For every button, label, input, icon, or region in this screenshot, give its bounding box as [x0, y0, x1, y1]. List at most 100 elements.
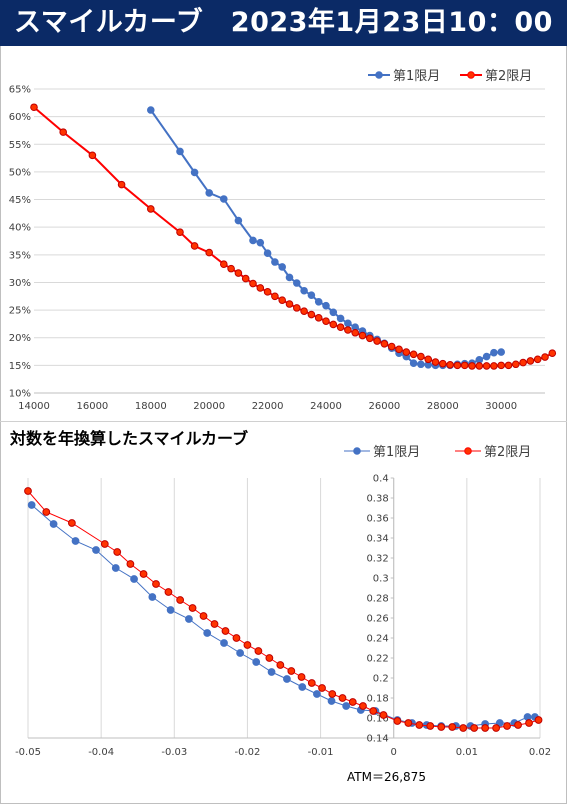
data-point [241, 274, 250, 283]
data-point [490, 362, 498, 370]
data-point [252, 658, 261, 666]
data-point [256, 238, 265, 247]
data-point [344, 326, 352, 334]
data-point [351, 328, 360, 337]
data-point [497, 361, 506, 370]
data-point [379, 711, 388, 719]
data-point [497, 348, 506, 356]
data-point [276, 661, 285, 669]
y-tick-label: 20% [9, 333, 31, 344]
data-point [263, 249, 272, 257]
data-point [519, 358, 527, 367]
data-point [424, 355, 433, 364]
data-point [336, 314, 345, 323]
data-point [482, 362, 491, 370]
data-point [492, 724, 501, 732]
data-point [30, 103, 38, 112]
x-tick-label: 0.02 [529, 747, 551, 758]
x-tick-label: 28000 [427, 401, 459, 412]
data-point [404, 719, 413, 727]
data-point [220, 195, 228, 203]
data-point [130, 575, 138, 583]
series-line [149, 109, 502, 367]
data-point [278, 296, 287, 304]
data-point [439, 359, 447, 368]
data-point [113, 548, 122, 556]
data-point [358, 331, 367, 340]
data-point [446, 361, 454, 369]
series-line [31, 504, 535, 727]
data-point [147, 205, 155, 213]
x-tick-label: 20000 [193, 401, 225, 412]
data-point [525, 719, 533, 727]
data-point [307, 679, 316, 687]
data-point [236, 649, 245, 657]
y-tick-label: 0.34 [366, 534, 388, 545]
data-point [27, 501, 36, 509]
data-point [232, 634, 241, 642]
y-tick-label: 45% [9, 195, 31, 206]
chart-title: 対数を年換算したスマイルカーブ [9, 429, 248, 448]
legend-label: 第1限月 [373, 445, 420, 460]
x-tick-label: 0.01 [456, 747, 478, 758]
data-point [185, 615, 193, 623]
y-tick-label: 0.18 [366, 694, 388, 705]
data-point [307, 310, 316, 319]
x-tick-label: -0.05 [15, 747, 41, 758]
data-point [329, 308, 338, 317]
y-tick-label: 0.2 [373, 674, 389, 685]
y-tick-label: 0.4 [373, 474, 389, 485]
x-tick-label: -0.04 [88, 747, 114, 758]
data-point [313, 690, 321, 698]
data-point [314, 314, 323, 322]
legend-marker [353, 447, 361, 455]
data-point [164, 588, 173, 596]
data-point [417, 352, 425, 361]
data-point [409, 359, 418, 367]
data-point [468, 362, 476, 370]
data-point [24, 487, 32, 495]
data-point [267, 668, 276, 676]
data-point [139, 570, 148, 578]
data-point [448, 723, 457, 731]
data-point [176, 147, 184, 156]
data-point [402, 348, 411, 356]
x-tick-label: 30000 [485, 401, 517, 412]
data-point [359, 702, 367, 710]
y-tick-label: 35% [9, 250, 31, 261]
y-tick-label: 55% [9, 140, 31, 151]
data-point [533, 355, 542, 364]
data-point [482, 352, 491, 361]
x-tick-label: 24000 [310, 401, 342, 412]
data-point [328, 690, 337, 698]
data-point [344, 319, 352, 328]
data-point [548, 349, 557, 358]
data-point [49, 520, 58, 528]
data-point [369, 707, 378, 715]
atm-annotation: ATM＝26,875 [347, 770, 426, 784]
data-point [71, 537, 80, 545]
y-tick-label: 0.16 [366, 714, 388, 725]
data-point [111, 564, 120, 572]
page-title: スマイルカーブ 2023年1月23日10：00 [0, 0, 567, 46]
data-point [481, 724, 490, 732]
y-tick-label: 40% [9, 223, 31, 234]
data-point [285, 300, 294, 308]
y-tick-label: 65% [9, 85, 31, 96]
x-tick-label: 16000 [76, 401, 108, 412]
data-point [190, 168, 199, 177]
x-tick-label: -0.02 [234, 747, 260, 758]
y-tick-label: 15% [9, 361, 31, 372]
data-point [338, 694, 347, 702]
data-point [234, 269, 243, 277]
data-point [166, 606, 175, 614]
data-point [265, 654, 274, 662]
data-point [210, 620, 219, 628]
data-point [327, 697, 336, 705]
data-point [203, 629, 212, 637]
data-point [42, 508, 51, 516]
data-point [534, 716, 543, 724]
data-point [256, 284, 265, 292]
data-point [249, 236, 257, 245]
data-point [254, 647, 263, 655]
